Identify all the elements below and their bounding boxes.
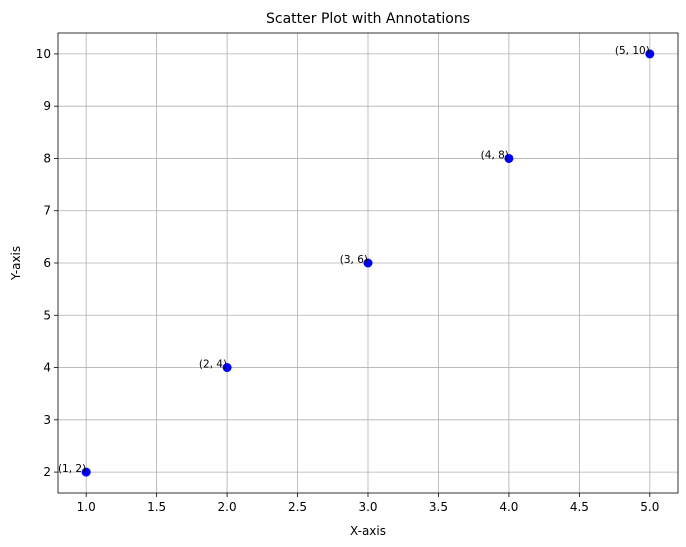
x-tick-label: 4.5 bbox=[570, 500, 589, 514]
data-point bbox=[504, 153, 514, 163]
data-point bbox=[363, 258, 373, 268]
point-annotation: (1, 2) bbox=[58, 463, 86, 475]
y-axis-ticks: 2 3 4 5 6 7 8 9 10 bbox=[36, 47, 58, 479]
data-point bbox=[222, 363, 232, 373]
y-tick-label: 6 bbox=[43, 256, 51, 270]
y-axis-label: Y-axis bbox=[9, 246, 23, 281]
y-tick-label: 8 bbox=[43, 151, 51, 165]
y-tick-label: 9 bbox=[43, 99, 51, 113]
data-point bbox=[645, 49, 655, 59]
point-annotation: (4, 8) bbox=[481, 149, 509, 161]
data-points bbox=[81, 49, 655, 477]
x-tick-label: 1.0 bbox=[77, 500, 96, 514]
x-tick-label: 3.0 bbox=[358, 500, 377, 514]
y-tick-label: 7 bbox=[43, 204, 51, 218]
y-tick-label: 10 bbox=[36, 47, 51, 61]
point-annotations: (1, 2) (2, 4) (3, 6) (4, 8) (5, 10) bbox=[58, 45, 650, 475]
x-axis-ticks: 1.0 1.5 2.0 2.5 3.0 3.5 4.0 4.5 5.0 bbox=[77, 493, 659, 514]
point-annotation: (3, 6) bbox=[340, 254, 368, 266]
y-tick-label: 3 bbox=[43, 413, 51, 427]
chart-title: Scatter Plot with Annotations bbox=[266, 11, 470, 27]
x-tick-label: 5.0 bbox=[640, 500, 659, 514]
x-tick-label: 4.0 bbox=[499, 500, 518, 514]
x-tick-label: 2.0 bbox=[218, 500, 237, 514]
x-tick-label: 2.5 bbox=[288, 500, 307, 514]
y-tick-label: 2 bbox=[43, 465, 51, 479]
data-point bbox=[81, 467, 91, 477]
point-annotation: (2, 4) bbox=[199, 359, 227, 371]
x-tick-label: 3.5 bbox=[429, 500, 448, 514]
x-axis-label: X-axis bbox=[350, 524, 386, 538]
y-tick-label: 5 bbox=[43, 308, 51, 322]
point-annotation: (5, 10) bbox=[615, 45, 650, 57]
y-tick-label: 4 bbox=[43, 361, 51, 375]
x-tick-label: 1.5 bbox=[147, 500, 166, 514]
